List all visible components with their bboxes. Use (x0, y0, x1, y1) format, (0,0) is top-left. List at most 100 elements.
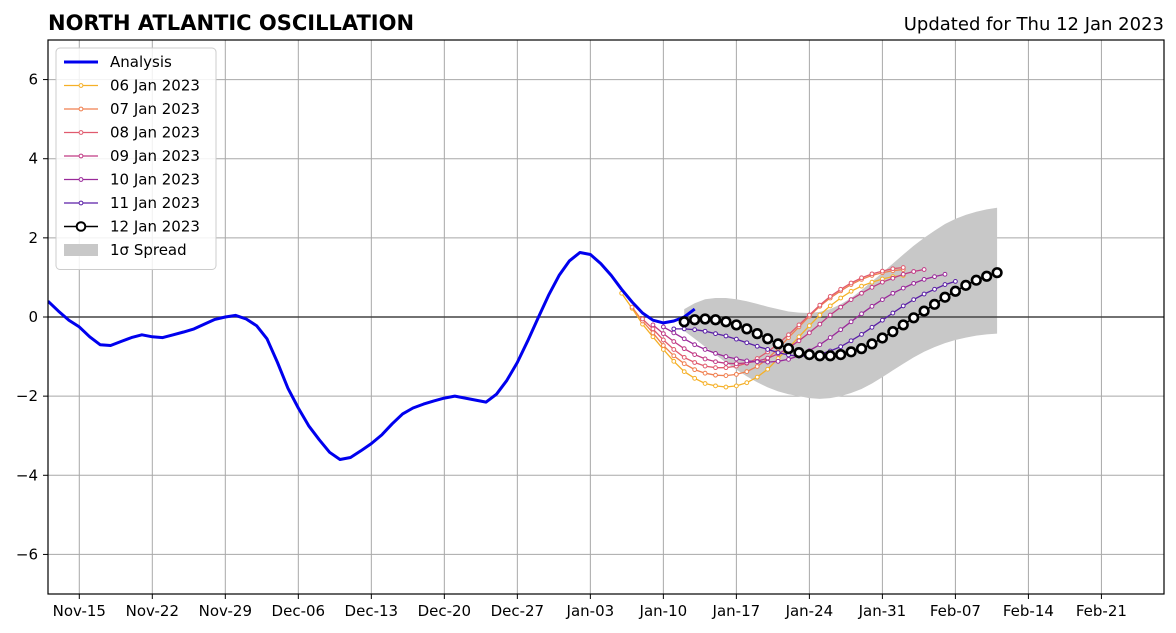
x-tick-label: Jan-24 (785, 602, 834, 620)
data-point (751, 328, 763, 340)
data-point (681, 354, 687, 360)
data-point (713, 365, 718, 371)
data-point (890, 275, 896, 281)
legend-marker (78, 83, 84, 88)
data-point (702, 381, 708, 386)
data-point (671, 358, 677, 364)
x-tick-label: Dec-13 (345, 602, 399, 620)
data-point (939, 291, 951, 303)
data-point (713, 383, 718, 389)
data-point (733, 356, 739, 362)
legend-label: 11 Jan 2023 (110, 194, 200, 212)
y-tick-label: −6 (16, 545, 38, 563)
data-point (859, 290, 864, 296)
data-point (806, 312, 812, 318)
data-point (671, 326, 677, 332)
data-point (744, 358, 750, 364)
data-point (713, 331, 718, 337)
data-point (806, 330, 812, 336)
data-point (671, 347, 677, 352)
data-point (650, 322, 656, 328)
data-point (911, 280, 917, 286)
data-point (838, 286, 844, 292)
data-point (733, 371, 739, 377)
data-point (692, 342, 698, 348)
data-point (796, 334, 802, 340)
data-point (723, 384, 729, 390)
data-point (838, 295, 844, 301)
data-point (681, 326, 687, 332)
chart-subtitle: Updated for Thu 12 Jan 2023 (904, 14, 1164, 35)
data-point (713, 351, 718, 356)
data-point (848, 338, 854, 344)
data-point (879, 317, 885, 323)
data-point (692, 352, 698, 357)
data-point (827, 294, 833, 299)
legend-item: 08 Jan 2023 (64, 124, 200, 142)
legend-item: 11 Jan 2023 (64, 194, 200, 212)
data-point (806, 323, 812, 329)
data-point (838, 327, 844, 333)
legend: Analysis 06 Jan 2023 07 Jan 2023 08 Jan 202… (55, 47, 217, 270)
data-point (879, 268, 885, 274)
data-point (713, 372, 718, 378)
legend-marker (78, 200, 84, 206)
data-point (702, 370, 708, 376)
data-point (803, 348, 815, 361)
data-point (754, 343, 760, 349)
data-point (765, 366, 771, 372)
data-point (660, 331, 666, 337)
data-point (762, 333, 774, 345)
data-point (692, 367, 698, 373)
data-point (900, 303, 906, 309)
data-point (754, 374, 760, 380)
data-point (765, 359, 771, 365)
data-point (671, 330, 677, 336)
data-point (772, 338, 784, 350)
data-point (709, 314, 722, 326)
data-point (824, 350, 836, 362)
data-point (848, 280, 854, 286)
data-point (859, 311, 864, 317)
legend-item: 09 Jan 2023 (64, 147, 200, 165)
data-point (765, 347, 771, 352)
data-point (827, 335, 833, 340)
data-point (765, 355, 771, 361)
y-tick-label: −4 (16, 466, 38, 484)
legend-item: 10 Jan 2023 (64, 171, 200, 189)
data-point (827, 312, 833, 318)
data-point (699, 313, 711, 325)
data-point (689, 314, 701, 326)
data-point (942, 282, 948, 287)
data-point (949, 285, 962, 297)
data-point (782, 343, 795, 355)
data-point (855, 343, 868, 355)
series-0 (48, 251, 696, 461)
data-point (838, 344, 844, 350)
legend-marker (75, 221, 87, 232)
legend-item: 07 Jan 2023 (64, 100, 200, 118)
data-point (650, 326, 656, 332)
legend-item: 1σ Spread (64, 241, 187, 259)
data-point (702, 328, 708, 334)
data-point (859, 283, 864, 289)
data-point (660, 347, 666, 352)
data-point (678, 316, 690, 328)
data-point (921, 267, 927, 272)
y-tick-label: 4 (28, 150, 38, 168)
data-point (814, 350, 826, 362)
x-tick-label: Jan-03 (566, 602, 615, 620)
data-point (733, 361, 739, 367)
data-point (713, 359, 718, 365)
data-point (879, 279, 885, 285)
data-point (733, 336, 739, 342)
data-point (796, 338, 802, 344)
data-point (900, 265, 906, 270)
data-point (786, 332, 791, 338)
data-point (681, 336, 687, 342)
data-point (817, 342, 823, 348)
spread-band (684, 207, 998, 399)
data-point (869, 271, 875, 277)
data-point (702, 363, 708, 369)
legend-swatch (64, 244, 98, 256)
